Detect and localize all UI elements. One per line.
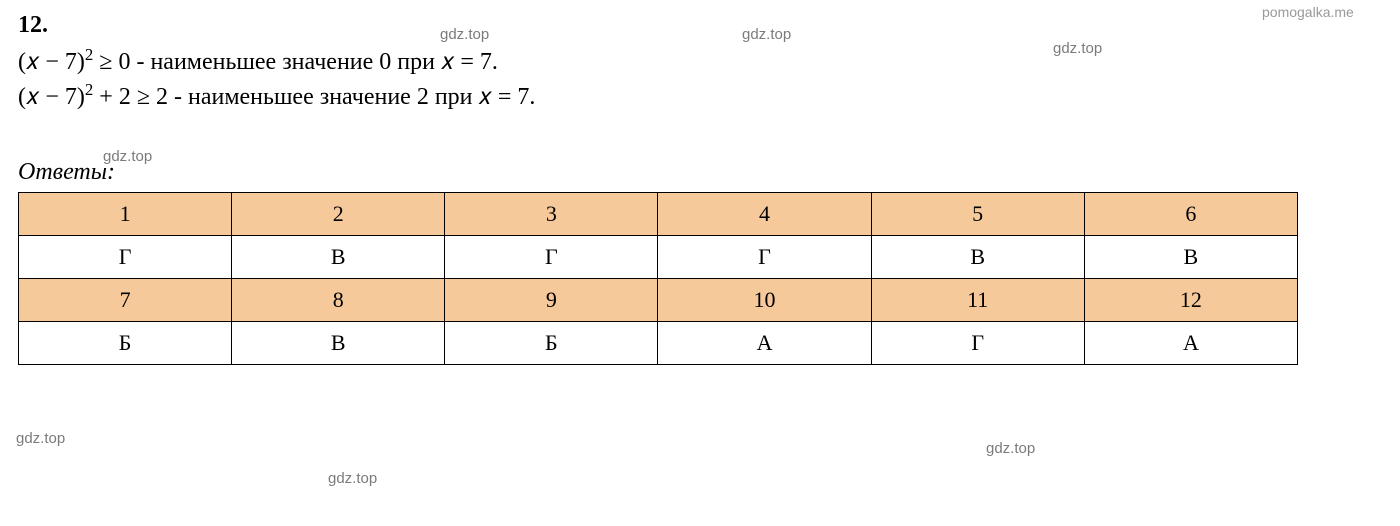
table-cell: 1 — [19, 193, 232, 236]
table-cell: 12 — [1084, 279, 1297, 322]
table-cell: Б — [19, 322, 232, 365]
table-cell: 5 — [871, 193, 1084, 236]
table-cell: Г — [19, 236, 232, 279]
table-cell: 11 — [871, 279, 1084, 322]
table-cell: В — [871, 236, 1084, 279]
table-cell: Г — [871, 322, 1084, 365]
answers-label: Ответы: — [18, 159, 1382, 186]
table-header-row: 789101112 — [19, 279, 1298, 322]
table-cell: 4 — [658, 193, 871, 236]
gdz-watermark: gdz.top — [328, 470, 377, 487]
table-cell: А — [658, 322, 871, 365]
table-cell: 7 — [19, 279, 232, 322]
gdz-watermark: gdz.top — [16, 430, 65, 447]
table-cell: Г — [658, 236, 871, 279]
table-cell: 3 — [445, 193, 658, 236]
table-cell: В — [232, 236, 445, 279]
gdz-watermark: gdz.top — [986, 440, 1035, 457]
table-cell: 6 — [1084, 193, 1297, 236]
table-cell: 9 — [445, 279, 658, 322]
math-line-1: (𝑥 − 7)2 ≥ 0 - наименьшее значение 0 при… — [18, 45, 1382, 76]
table-cell: В — [1084, 236, 1297, 279]
table-cell: 8 — [232, 279, 445, 322]
table-answer-row: БВБАГА — [19, 322, 1298, 365]
table-cell: 10 — [658, 279, 871, 322]
answers-table: 123456ГВГГВВ789101112БВБАГА — [18, 192, 1298, 365]
table-cell: А — [1084, 322, 1297, 365]
table-cell: Б — [445, 322, 658, 365]
table-header-row: 123456 — [19, 193, 1298, 236]
table-cell: В — [232, 322, 445, 365]
table-answer-row: ГВГГВВ — [19, 236, 1298, 279]
table-cell: Г — [445, 236, 658, 279]
problem-number: 12. — [18, 12, 1382, 39]
math-line-2: (𝑥 − 7)2 + 2 ≥ 2 - наименьшее значение 2… — [18, 80, 1382, 111]
table-cell: 2 — [232, 193, 445, 236]
